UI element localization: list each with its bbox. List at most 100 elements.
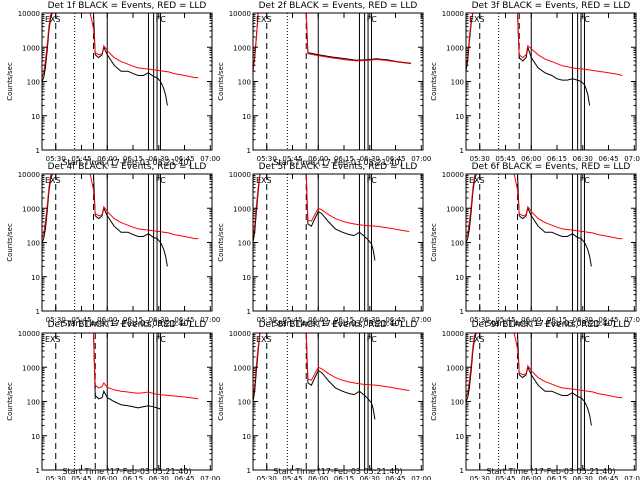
chart-panel-4: Det 4f BLACK = Events, RED = LLD EXS FC 1 10… xyxy=(6,162,220,328)
y-tick-label: 10 xyxy=(455,113,464,121)
x-tick-label: 06:15 xyxy=(334,155,354,163)
y-tick-label: 1 xyxy=(36,308,40,316)
plot-frame xyxy=(465,332,637,471)
y-tick-label: 1000 xyxy=(22,364,40,372)
y-tick-label: 1 xyxy=(36,147,40,155)
y-tick-label: 10 xyxy=(31,433,40,441)
x-tick-label: 05:30 xyxy=(470,475,490,480)
y-tick-label: 10000 xyxy=(18,10,40,18)
x-axis-label: Start Time (17-Feb-03 05:21:40) xyxy=(62,158,191,167)
x-axis-label: Start Time (17-Feb-03 05:21:40) xyxy=(62,467,191,476)
y-tick-label: 1000 xyxy=(22,44,40,52)
x-tick-label: 05:30 xyxy=(257,475,277,480)
y-tick-label: 100 xyxy=(27,79,40,87)
x-tick-label: 05:30 xyxy=(46,316,66,324)
x-tick-label: 06:30 xyxy=(360,155,380,163)
x-tick-label: 05:30 xyxy=(46,155,66,163)
x-tick-label: 05:30 xyxy=(470,155,490,163)
chart-title: Det 9f BLACK = Events, RED = LLD xyxy=(472,320,631,330)
y-tick-label: 10 xyxy=(242,113,251,121)
x-tick-label: 06:00 xyxy=(521,155,541,163)
y-axis-label: Counts/sec xyxy=(6,382,14,421)
y-tick-label: 1 xyxy=(247,308,251,316)
series-line-lld xyxy=(253,333,410,396)
series-line-events xyxy=(42,13,168,106)
y-tick-label: 10000 xyxy=(18,171,40,179)
x-tick-label: 06:00 xyxy=(97,155,117,163)
plot-area xyxy=(466,333,623,470)
x-tick-label: 06:15 xyxy=(547,316,567,324)
series-line-lld xyxy=(253,13,412,72)
plot-area xyxy=(42,333,199,470)
x-tick-label: 06:45 xyxy=(385,316,405,324)
chart-panel-2: Det 2f BLACK = Events, RED = LLD EXS FC 1 10… xyxy=(217,1,431,167)
x-tick-label: 06:45 xyxy=(598,155,618,163)
x-tick-label: 05:30 xyxy=(470,316,490,324)
x-tick-label: 05:45 xyxy=(71,316,91,324)
x-tick-label: 05:30 xyxy=(257,155,277,163)
y-tick-label: 10000 xyxy=(229,10,251,18)
y-tick-label: 10000 xyxy=(442,171,464,179)
chart-panel-6: Det 6f BLACK = Events, RED = LLD EXS FC 1 10… xyxy=(430,162,640,328)
x-tick-label: 06:15 xyxy=(123,316,143,324)
x-tick-label: 06:30 xyxy=(360,316,380,324)
x-tick-label: 06:30 xyxy=(573,316,593,324)
series-line-events xyxy=(93,333,161,410)
plot-frame xyxy=(252,12,424,151)
chart-title: Det 3f BLACK = Events, RED = LLD xyxy=(472,1,631,11)
x-tick-label: 05:45 xyxy=(282,475,302,480)
series-line-events xyxy=(466,174,592,267)
x-tick-label: 06:00 xyxy=(308,316,328,324)
chart-title: Det 8f BLACK = Events, RED = LLD xyxy=(259,320,418,330)
plot-frame xyxy=(465,173,637,312)
plot-frame xyxy=(465,12,637,151)
plot-frame xyxy=(41,332,213,471)
chart-title: Det 5f BLACK = Events, RED = LLD xyxy=(259,162,418,172)
series-line-lld xyxy=(253,174,410,237)
y-tick-label: 1000 xyxy=(446,205,464,213)
x-tick-label: 05:45 xyxy=(495,316,515,324)
x-axis-label: Start Time (17-Feb-03 05:21:40) xyxy=(62,319,191,328)
panel-flags: FC xyxy=(156,176,167,185)
x-tick-label: 05:45 xyxy=(71,155,91,163)
y-axis-label: Counts/sec xyxy=(217,223,225,262)
panel-flags: FC xyxy=(580,15,591,24)
y-tick-label: 10 xyxy=(242,433,251,441)
panel-flags: FC xyxy=(367,15,378,24)
x-tick-label: 07:00 xyxy=(411,475,431,480)
y-tick-label: 1 xyxy=(36,467,40,475)
x-tick-label: 07:00 xyxy=(624,316,640,324)
series-line-lld xyxy=(466,174,623,240)
y-tick-label: 1000 xyxy=(446,364,464,372)
plot-frame xyxy=(41,12,213,151)
chart-title: Det 7f BLACK = Events, RED = LLD xyxy=(48,320,207,330)
panel-tag: EXS xyxy=(45,15,61,24)
y-tick-label: 10000 xyxy=(229,330,251,338)
y-tick-label: 100 xyxy=(27,399,40,407)
y-tick-label: 100 xyxy=(451,399,464,407)
y-tick-label: 10000 xyxy=(229,171,251,179)
plot-frame xyxy=(252,173,424,312)
y-axis-label: Counts/sec xyxy=(430,382,438,421)
chart-panel-8: Det 8f BLACK = Events, RED = LLD EXS FC 1 10… xyxy=(217,320,431,480)
y-tick-label: 1 xyxy=(247,147,251,155)
x-tick-label: 06:30 xyxy=(573,155,593,163)
x-tick-label: 05:30 xyxy=(46,475,66,480)
x-tick-label: 05:45 xyxy=(495,475,515,480)
y-tick-label: 10 xyxy=(455,433,464,441)
y-tick-label: 100 xyxy=(238,399,251,407)
y-axis-label: Counts/sec xyxy=(430,223,438,262)
x-tick-label: 05:45 xyxy=(282,155,302,163)
x-tick-label: 06:00 xyxy=(97,316,117,324)
x-tick-label: 06:15 xyxy=(334,316,354,324)
series-line-lld xyxy=(42,13,199,79)
x-tick-label: 05:45 xyxy=(71,475,91,480)
series-line-events xyxy=(253,13,412,72)
x-tick-label: 07:00 xyxy=(200,155,220,163)
x-tick-label: 06:45 xyxy=(385,155,405,163)
x-tick-label: 06:45 xyxy=(385,475,405,480)
panel-tag: EXS xyxy=(469,335,485,344)
x-tick-label: 06:30 xyxy=(149,155,169,163)
x-tick-label: 07:00 xyxy=(411,316,431,324)
